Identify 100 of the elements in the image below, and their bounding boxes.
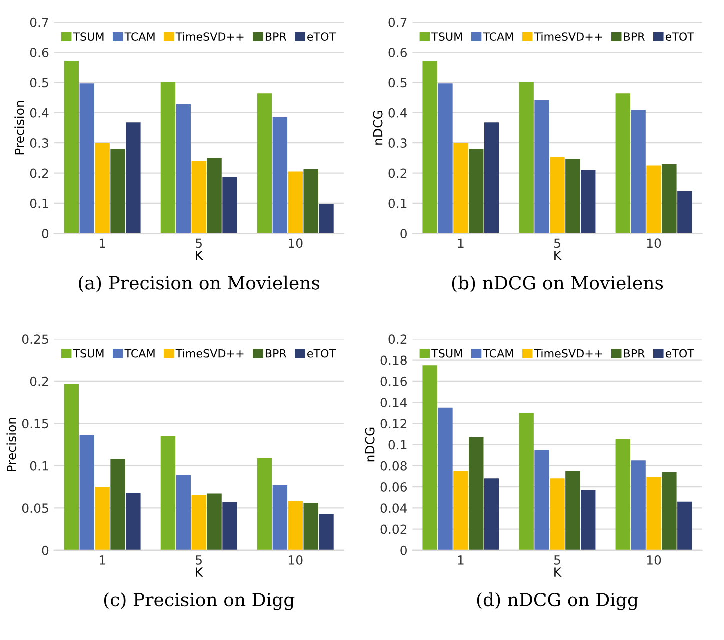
bar xyxy=(64,61,80,234)
legend-label: BPR xyxy=(266,32,287,41)
y-tick-label: 0.05 xyxy=(22,504,48,514)
x-axis-title: K xyxy=(196,250,204,260)
y-tick-label: 0.12 xyxy=(380,419,407,429)
x-tick-label: 5 xyxy=(196,556,202,565)
bar xyxy=(319,514,334,550)
bar xyxy=(192,161,206,234)
y-tick-label: 0 xyxy=(42,546,49,556)
x-tick-label: 5 xyxy=(554,238,560,248)
y-tick-label: 0.1 xyxy=(30,198,48,208)
bar xyxy=(438,408,453,550)
legend-label: BPR xyxy=(266,350,287,358)
legend-label: TCAM xyxy=(124,349,155,358)
y-tick-label: 0.5 xyxy=(30,78,48,88)
legend-label: TSUM xyxy=(73,32,104,41)
bar xyxy=(550,157,565,234)
bar xyxy=(469,437,484,550)
y-tick-label: 0.3 xyxy=(388,138,407,148)
y-tick-label: 0.15 xyxy=(22,419,48,429)
bar xyxy=(469,149,484,234)
legend-label: eTOT xyxy=(308,349,336,358)
bar xyxy=(80,436,94,550)
bar xyxy=(288,172,303,234)
bar xyxy=(80,84,94,234)
x-tick-label: 1 xyxy=(100,238,106,248)
y-tick-label: 0.1 xyxy=(30,461,48,471)
legend-label: TimeSVD++ xyxy=(534,32,602,41)
bar xyxy=(519,82,534,234)
bar xyxy=(126,122,141,234)
legend-label: BPR xyxy=(624,32,645,41)
y-tick-label: 0.14 xyxy=(380,398,408,408)
y-tick-label: 0.08 xyxy=(380,461,407,471)
bar xyxy=(64,384,80,550)
bar xyxy=(581,490,596,550)
y-tick-label: 0.1 xyxy=(388,198,407,208)
legend-label: TSUM xyxy=(73,349,104,358)
bar xyxy=(95,487,110,550)
legend-label: TSUM xyxy=(432,349,462,358)
bar xyxy=(160,82,176,234)
y-tick-label: 0.7 xyxy=(30,18,48,28)
y-tick-label: 0.06 xyxy=(380,482,408,492)
x-axis-title: K xyxy=(196,568,204,577)
y-tick-label: 0.5 xyxy=(388,78,407,88)
y-tick-label: 0.16 xyxy=(380,376,408,386)
y-tick-label: 0 xyxy=(42,229,49,239)
y-axis-title: nDCG xyxy=(365,428,375,462)
legend-label: eTOT xyxy=(666,349,694,358)
bar xyxy=(95,143,110,234)
legend-label: TimeSVD++ xyxy=(176,349,244,358)
y-axis-title: Precision xyxy=(14,101,24,155)
y-tick-label: 0.4 xyxy=(388,108,408,118)
legend-label: TCAM xyxy=(124,32,155,41)
legend-label: TimeSVD++ xyxy=(176,32,244,41)
bar xyxy=(304,503,318,550)
legend-label: TimeSVD++ xyxy=(534,349,602,358)
text: (a) Precision on Movielens xyxy=(79,276,320,292)
legend-label: eTOT xyxy=(308,32,336,41)
bar xyxy=(566,159,580,234)
x-tick-label: 10 xyxy=(647,555,662,565)
bar xyxy=(534,450,550,550)
bar xyxy=(519,413,534,550)
bar xyxy=(422,61,438,234)
x-axis-title: K xyxy=(554,250,562,260)
y-tick-label: 0 xyxy=(400,546,407,556)
y-tick-label: 0.18 xyxy=(380,356,407,366)
y-tick-label: 0.25 xyxy=(22,334,48,344)
bar xyxy=(438,84,453,234)
legend-label: TCAM xyxy=(483,349,514,358)
bar xyxy=(110,459,126,550)
y-tick-label: 0.02 xyxy=(380,524,407,534)
bar xyxy=(288,501,303,550)
bar xyxy=(678,502,692,550)
y-tick-label: 0.6 xyxy=(388,48,408,58)
bar xyxy=(484,478,500,550)
bar xyxy=(616,440,630,550)
bar xyxy=(222,177,238,234)
bar xyxy=(484,122,500,234)
bar xyxy=(319,204,334,234)
y-tick-label: 0.7 xyxy=(388,18,407,28)
x-tick-label: 5 xyxy=(554,556,560,565)
bar xyxy=(616,94,630,234)
bar xyxy=(646,478,662,550)
x-tick-label: 1 xyxy=(458,238,464,248)
bar xyxy=(454,143,468,234)
bar xyxy=(272,485,288,550)
bar xyxy=(581,170,596,234)
bar xyxy=(304,169,318,234)
y-tick-label: 0.4 xyxy=(30,108,49,118)
bar xyxy=(631,460,646,550)
y-tick-label: 0.2 xyxy=(30,168,48,178)
bar xyxy=(550,478,565,550)
text: (c) Precision on Digg xyxy=(104,592,295,610)
y-tick-label: 0.2 xyxy=(30,376,48,386)
bar xyxy=(207,494,222,550)
bar xyxy=(257,94,272,234)
x-axis-title: K xyxy=(554,568,562,577)
y-axis-title: Precision xyxy=(6,418,16,472)
legend-label: BPR xyxy=(624,350,645,358)
bar xyxy=(534,100,550,234)
